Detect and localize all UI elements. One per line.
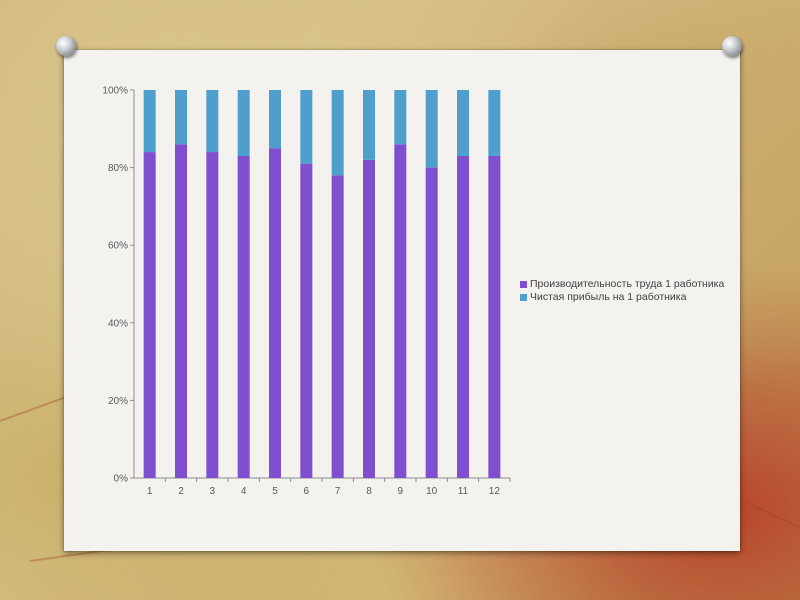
y-tick-label: 40%	[108, 318, 128, 329]
stacked-percent-bar-chart: 0%20%40%60%80%100%1 2 3 4 5 6 7 8 9 10 11 12	[102, 86, 511, 497]
bar-series-2	[331, 90, 344, 176]
x-tick-label: 4	[241, 486, 247, 497]
legend-item-series-1: Производительность труда 1 работника	[520, 278, 730, 290]
bar-series-1	[300, 163, 313, 478]
bar-series-1	[237, 155, 250, 478]
x-tick-label: 11	[458, 486, 469, 497]
legend-swatch-series-1	[520, 281, 527, 288]
x-tick-label: 12	[489, 486, 501, 497]
bar-series-2	[206, 90, 219, 153]
bar-series-1	[269, 148, 281, 478]
pushpin-icon	[56, 36, 76, 56]
bar-series-1	[457, 155, 469, 478]
bar-series-2	[143, 90, 156, 153]
bar-series-2	[488, 90, 501, 156]
bar-series-1	[206, 152, 219, 478]
bar-series-2	[269, 90, 281, 149]
bar-series-1	[363, 159, 375, 478]
bar-series-2	[300, 90, 313, 164]
bar-series-1	[175, 144, 187, 478]
bar-series-1	[394, 144, 407, 478]
y-tick-label: 100%	[102, 86, 128, 97]
slide-card: 0% 20% 40% 60% 80% 100% 1 2 3 4 5 6 7 8 9 10 11 12 Произв…	[64, 50, 740, 551]
bar-series-2	[457, 90, 469, 156]
bar-series-2	[394, 90, 407, 145]
bar-series-2	[175, 90, 187, 145]
bar-series-2	[425, 90, 438, 168]
x-tick-label: 8	[366, 486, 372, 497]
x-tick-label: 7	[335, 486, 341, 497]
pushpin-icon	[722, 36, 742, 56]
x-tick-label: 6	[304, 486, 310, 497]
bar-series-2	[237, 90, 250, 156]
bar-series-1	[488, 155, 501, 478]
y-tick-label: 60%	[108, 241, 128, 252]
x-tick-label: 2	[178, 486, 184, 497]
legend-item-series-2: Чистая прибыль на 1 работника	[520, 291, 730, 303]
bar-series-1	[143, 152, 156, 478]
legend-label-series-1: Производительность труда 1 работника	[530, 278, 725, 290]
bar-series-1	[331, 175, 344, 479]
x-tick-label: 1	[147, 486, 153, 497]
bar-series-1	[425, 167, 438, 478]
x-tick-label: 10	[426, 486, 438, 497]
x-tick-label: 9	[398, 486, 404, 497]
x-tick-label: 3	[210, 486, 216, 497]
y-tick-label: 20%	[108, 396, 128, 407]
bar-series-2	[363, 90, 375, 160]
legend-swatch-series-2	[520, 294, 527, 301]
chart-legend: Производительность труда 1 работника Чис…	[520, 278, 730, 304]
x-tick-label: 5	[272, 486, 278, 497]
legend-label-series-2: Чистая прибыль на 1 работника	[530, 291, 687, 303]
y-tick-label: 80%	[108, 163, 128, 174]
y-tick-label: 0%	[114, 474, 129, 485]
